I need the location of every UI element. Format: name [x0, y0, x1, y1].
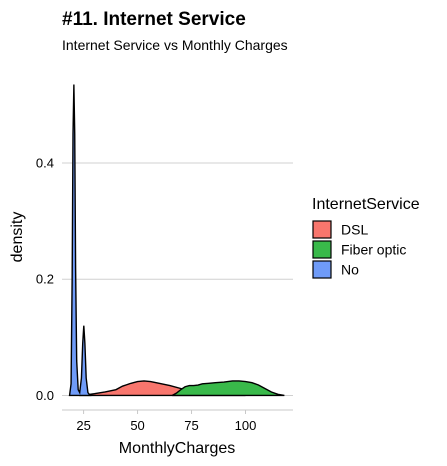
- x-tick-label: 100: [235, 418, 257, 433]
- y-tick-label: 0.0: [36, 388, 54, 403]
- plot-area: 0.0 0.2 0.4 25 50 75 100: [36, 84, 293, 433]
- y-tick-label: 0.4: [36, 155, 54, 170]
- x-tick-label: 25: [76, 418, 90, 433]
- legend-label-dsl: DSL: [341, 222, 368, 238]
- density-area-fiber-optic: [171, 380, 285, 397]
- chart-subtitle: Internet Service vs Monthly Charges: [62, 37, 288, 53]
- x-tick-label: 75: [184, 418, 198, 433]
- x-tick-label: 50: [130, 418, 144, 433]
- legend-swatch-no: [312, 260, 332, 279]
- density-area-no: [68, 84, 92, 397]
- legend: InternetService DSL Fiber optic No: [312, 196, 420, 279]
- legend-label-no: No: [341, 262, 359, 278]
- y-axis-title: density: [9, 212, 26, 263]
- legend-swatch-fiber-optic: [312, 240, 332, 259]
- y-tick-label: 0.2: [36, 272, 54, 287]
- x-axis-title: MonthlyCharges: [119, 440, 236, 457]
- legend-swatch-dsl: [312, 220, 332, 239]
- chart-title: #11. Internet Service: [62, 9, 246, 30]
- legend-title: InternetService: [312, 196, 420, 213]
- legend-label-fiber-optic: Fiber optic: [341, 242, 406, 258]
